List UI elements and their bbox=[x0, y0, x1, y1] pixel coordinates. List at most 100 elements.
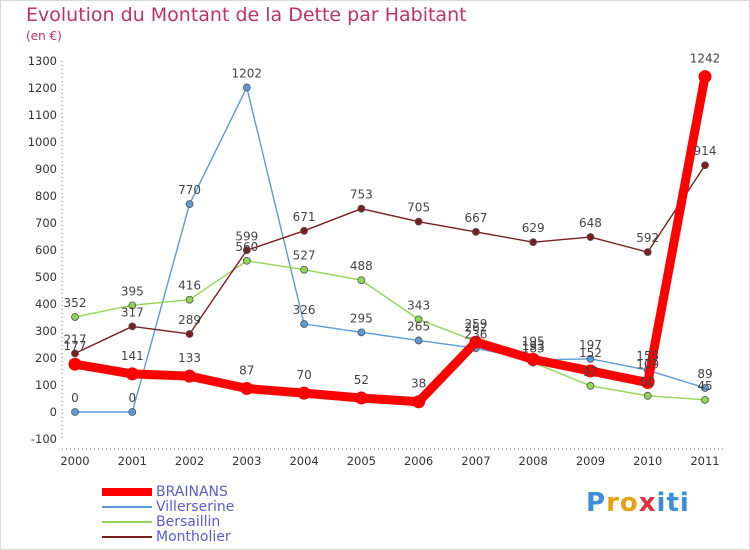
data-label: 38 bbox=[411, 377, 426, 391]
data-point bbox=[529, 238, 538, 247]
data-label: 527 bbox=[293, 249, 316, 263]
data-point bbox=[125, 367, 139, 381]
data-point bbox=[297, 386, 311, 400]
y-tick-label: 1100 bbox=[28, 108, 57, 122]
data-point bbox=[414, 315, 423, 324]
data-label: 352 bbox=[64, 296, 87, 310]
y-tick-label: 100 bbox=[35, 378, 57, 392]
data-label: 648 bbox=[579, 216, 602, 230]
y-tick-label: 500 bbox=[35, 270, 57, 284]
data-label: 343 bbox=[407, 298, 430, 312]
data-label: 193 bbox=[522, 339, 545, 353]
data-label: 60 bbox=[640, 375, 655, 389]
logo-letter: t bbox=[666, 488, 680, 518]
chart-subtitle: (en €) bbox=[26, 29, 62, 43]
data-point bbox=[128, 408, 137, 416]
legend-item: Montholier bbox=[102, 528, 234, 545]
legend-item: BRAINANS bbox=[102, 483, 234, 500]
data-label: 262 bbox=[464, 320, 487, 334]
data-label: 133 bbox=[178, 351, 201, 365]
data-label: 152 bbox=[579, 346, 602, 360]
y-tick-label: 1300 bbox=[28, 54, 57, 68]
logo-letter: i bbox=[679, 488, 690, 518]
data-label: 0 bbox=[71, 391, 79, 405]
data-point bbox=[414, 217, 423, 226]
legend-label: Bersaillin bbox=[156, 513, 221, 530]
data-label: 629 bbox=[522, 221, 545, 235]
data-label: 52 bbox=[354, 373, 369, 387]
legend-swatch bbox=[102, 535, 152, 538]
data-point bbox=[586, 354, 595, 363]
data-point bbox=[643, 248, 652, 257]
data-point bbox=[242, 83, 251, 92]
data-point bbox=[469, 335, 483, 349]
y-tick-label: 700 bbox=[35, 216, 57, 230]
chart-title: Evolution du Montant de la Dette par Hab… bbox=[26, 4, 467, 26]
x-tick-label: 2010 bbox=[633, 454, 662, 468]
legend-label: BRAINANS bbox=[156, 483, 228, 500]
data-point bbox=[71, 408, 79, 416]
y-tick-label: 300 bbox=[35, 324, 57, 338]
data-point bbox=[242, 246, 251, 255]
legend-item: Villerserine bbox=[102, 498, 235, 515]
data-label: 197 bbox=[579, 338, 602, 352]
x-tick-label: 2011 bbox=[690, 454, 719, 468]
data-point bbox=[586, 381, 595, 390]
logo-letter: r bbox=[606, 488, 620, 518]
data-label: 753 bbox=[350, 188, 373, 202]
data-point bbox=[698, 70, 712, 84]
data-label: 97 bbox=[583, 365, 598, 379]
data-label: 705 bbox=[407, 201, 430, 215]
data-point bbox=[472, 228, 480, 236]
data-point bbox=[357, 204, 366, 213]
data-label: 155 bbox=[636, 349, 659, 363]
data-point bbox=[185, 295, 194, 304]
legend-swatch bbox=[102, 505, 152, 508]
data-point bbox=[71, 313, 79, 321]
data-point bbox=[300, 226, 308, 235]
legend: BRAINANS Villerserine Bersaillin Montholier bbox=[102, 483, 235, 545]
data-label: 395 bbox=[121, 284, 144, 298]
y-tick-label: 900 bbox=[35, 162, 57, 176]
data-label: 70 bbox=[296, 368, 311, 382]
legend-label: Montholier bbox=[156, 528, 231, 545]
data-point bbox=[701, 384, 709, 392]
y-tick-label: -100 bbox=[31, 432, 57, 446]
data-label: 89 bbox=[697, 367, 712, 381]
data-point bbox=[583, 364, 597, 378]
data-point bbox=[300, 265, 308, 274]
series-line-bersaillin bbox=[74, 260, 706, 401]
y-tick-label: 800 bbox=[35, 189, 57, 203]
data-label: 770 bbox=[178, 183, 201, 197]
series-line-villerserine bbox=[74, 86, 706, 413]
y-tick-label: 0 bbox=[50, 405, 57, 419]
data-point bbox=[71, 349, 79, 358]
x-tick-label: 2003 bbox=[232, 454, 261, 468]
series-line-montholier bbox=[74, 164, 706, 355]
data-label: 289 bbox=[178, 313, 201, 327]
data-label: 265 bbox=[407, 319, 430, 333]
data-label: 671 bbox=[293, 210, 316, 224]
logo-letter: o bbox=[619, 488, 639, 518]
legend-item: Bersaillin bbox=[102, 513, 234, 530]
data-label: 259 bbox=[464, 317, 487, 331]
data-label: 1202 bbox=[232, 66, 263, 80]
data-label: 295 bbox=[350, 311, 373, 325]
proxiti-logo: Proxiti bbox=[586, 488, 690, 518]
data-label: 592 bbox=[636, 231, 659, 245]
data-point bbox=[300, 320, 308, 328]
x-tick-label: 2000 bbox=[60, 454, 89, 468]
data-label: 217 bbox=[64, 332, 87, 346]
data-point bbox=[643, 391, 652, 400]
y-tick-label: 1000 bbox=[28, 135, 57, 149]
data-label: 195 bbox=[522, 334, 545, 348]
data-label: 236 bbox=[464, 327, 487, 341]
y-tick-label: 600 bbox=[35, 243, 57, 257]
data-label: 183 bbox=[522, 342, 545, 356]
logo-letter: i bbox=[656, 488, 667, 518]
data-point bbox=[240, 382, 254, 396]
legend-label: Villerserine bbox=[156, 498, 235, 515]
data-point bbox=[701, 395, 709, 404]
